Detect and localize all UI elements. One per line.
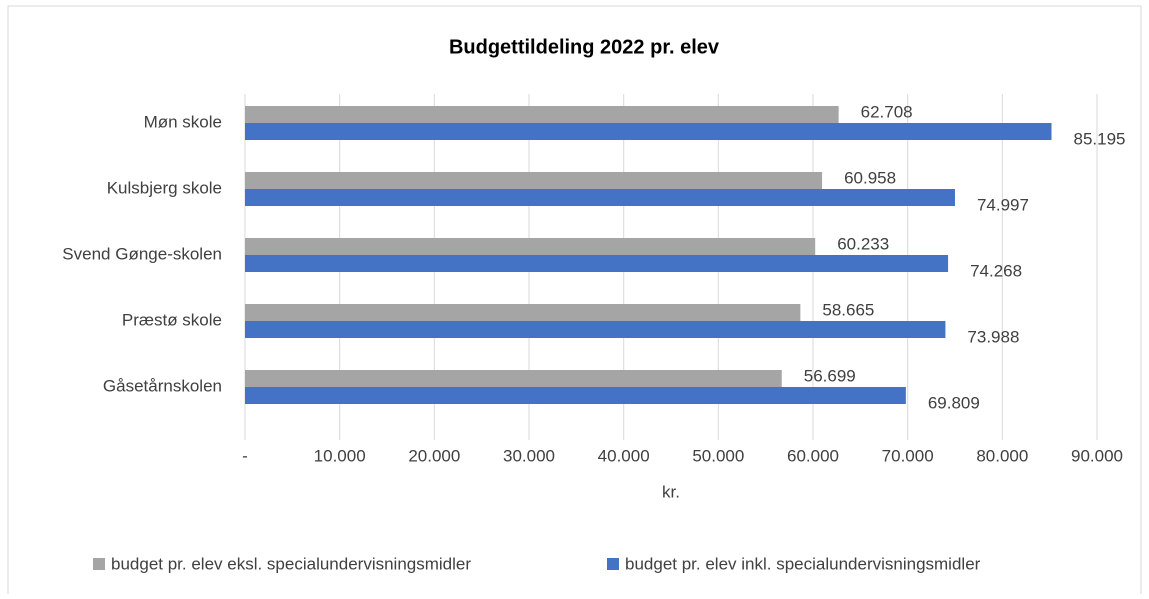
x-tick-label: 90.000: [1071, 446, 1123, 465]
legend-swatch: [93, 558, 105, 570]
bar: [245, 238, 816, 255]
x-tick-label: 10.000: [314, 446, 366, 465]
data-label: 69.809: [928, 393, 980, 412]
x-tick-label: -: [242, 446, 248, 465]
bar: [245, 106, 839, 123]
x-tick-label: 70.000: [882, 446, 934, 465]
data-label: 56.699: [804, 366, 856, 385]
chart-border: [7, 5, 1142, 599]
bar: [245, 321, 946, 338]
bar: [245, 189, 955, 206]
bar: [245, 255, 949, 272]
data-label: 73.988: [967, 327, 1019, 346]
y-tick-label: Svend Gønge-skolen: [62, 244, 222, 263]
legend-label: budget pr. elev inkl. specialundervisnin…: [625, 554, 981, 573]
data-label: 74.268: [970, 261, 1022, 280]
bar: [245, 304, 801, 321]
bar: [245, 370, 782, 387]
x-axis-title: kr.: [662, 482, 680, 501]
legend-label: budget pr. elev eksl. specialundervisnin…: [111, 554, 471, 573]
chart-title: Budgettildeling 2022 pr. elev: [449, 36, 720, 58]
data-label: 85.195: [1074, 129, 1126, 148]
data-label: 58.665: [822, 300, 874, 319]
y-tick-label: Kulsbjerg skole: [107, 178, 222, 197]
legend-swatch: [607, 558, 619, 570]
x-tick-label: 40.000: [598, 446, 650, 465]
bar: [245, 123, 1052, 140]
data-label: 60.958: [844, 168, 896, 187]
x-tick-label: 20.000: [408, 446, 460, 465]
x-tick-label: 50.000: [692, 446, 744, 465]
x-tick-label: 80.000: [976, 446, 1028, 465]
x-tick-label: 60.000: [787, 446, 839, 465]
data-label: 74.997: [977, 195, 1029, 214]
data-label: 60.233: [837, 234, 889, 253]
bar: [245, 387, 906, 404]
bar: [245, 172, 823, 189]
x-tick-label: 30.000: [503, 446, 555, 465]
y-tick-label: Møn skole: [144, 112, 222, 131]
y-tick-label: Gåsetårnskolen: [103, 376, 222, 395]
data-label: 62.708: [861, 102, 913, 121]
y-tick-label: Præstø skole: [122, 310, 222, 329]
